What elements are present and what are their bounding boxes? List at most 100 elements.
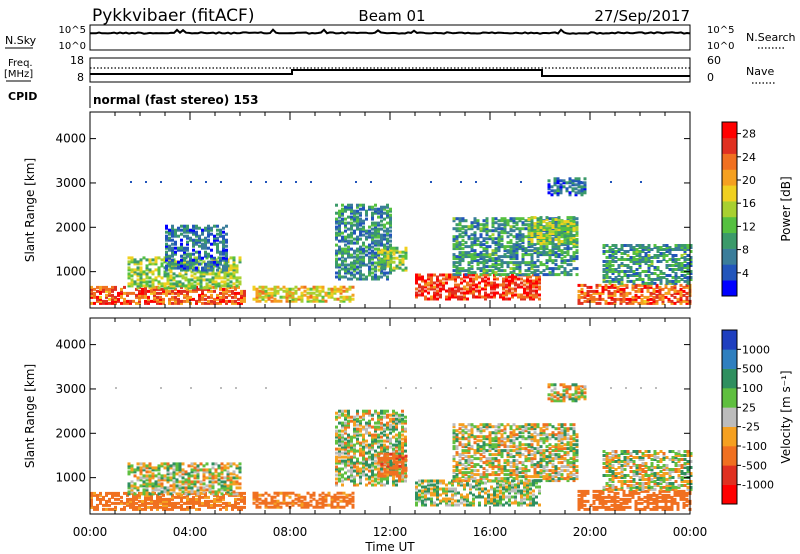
echo-cell xyxy=(455,229,459,233)
echo-cell xyxy=(619,283,623,287)
echo-cell xyxy=(96,285,99,289)
echo-cell xyxy=(386,475,389,479)
echo-cell xyxy=(629,248,633,251)
echo-cell xyxy=(463,279,466,283)
echo-cell xyxy=(335,447,338,451)
echo-cell xyxy=(130,484,134,488)
echo-cell xyxy=(145,258,149,262)
echo-cell xyxy=(673,289,677,293)
echo-cell xyxy=(686,278,690,281)
echo-cell xyxy=(220,470,224,474)
echo-cell xyxy=(515,227,519,231)
echo-cell xyxy=(165,291,168,295)
echo-cell xyxy=(380,258,384,262)
echo-cell xyxy=(461,225,465,229)
echo-cell xyxy=(620,270,624,273)
echo-cell xyxy=(195,250,198,254)
echo-cell xyxy=(111,299,114,303)
echo-cell xyxy=(232,256,236,260)
echo-cell xyxy=(348,299,352,303)
echo-cell xyxy=(201,301,204,305)
echo-cell xyxy=(154,256,158,260)
echo-cell xyxy=(395,417,398,421)
echo-cell xyxy=(424,281,427,285)
echo-cell xyxy=(575,223,579,227)
echo-cell xyxy=(151,262,155,266)
echo-cell xyxy=(671,254,675,257)
echo-cell xyxy=(223,476,227,480)
echo-cell xyxy=(634,297,638,301)
echo-cell xyxy=(210,293,213,297)
echo-cell xyxy=(545,259,549,263)
echo-cell xyxy=(235,474,239,478)
echo-cell xyxy=(418,285,421,289)
echo-cell xyxy=(294,291,298,295)
echo-cell xyxy=(356,255,359,259)
echo-cell xyxy=(341,255,344,259)
echo-cell xyxy=(141,507,144,511)
echo-cell xyxy=(608,266,612,269)
echo-cell xyxy=(160,262,164,266)
echo-cell xyxy=(160,284,164,288)
echo-cell xyxy=(680,248,684,251)
echo-cell xyxy=(198,262,201,266)
echo-cell xyxy=(383,250,387,254)
echo-cell xyxy=(452,255,456,259)
echo-cell xyxy=(189,256,192,260)
echo-cell xyxy=(136,282,140,286)
echo-cell xyxy=(482,229,486,233)
echo-cell xyxy=(512,235,516,239)
echo-cell xyxy=(503,221,507,225)
echo-cell xyxy=(389,223,392,227)
echo-cell xyxy=(383,254,387,258)
echo-cell xyxy=(677,268,681,271)
echo-cell xyxy=(503,227,507,231)
echo-cell xyxy=(344,229,347,233)
echo-cell xyxy=(365,245,368,249)
echo-cell xyxy=(617,266,621,269)
echo-cell xyxy=(126,301,129,305)
echo-cell xyxy=(157,484,161,488)
echo-cell xyxy=(523,297,526,301)
echo-cell xyxy=(327,491,331,495)
echo-cell xyxy=(619,297,623,301)
echo-cell xyxy=(613,289,617,293)
echo-cell xyxy=(554,259,558,263)
echo-cell xyxy=(625,293,629,297)
echo-cell xyxy=(344,421,347,425)
echo-cell xyxy=(562,181,566,185)
echo-cell xyxy=(220,480,224,484)
echo-cell xyxy=(389,221,392,225)
echo-cell xyxy=(377,227,380,231)
echo-cell xyxy=(187,490,191,494)
echo-cell xyxy=(646,289,650,293)
echo-cell xyxy=(557,238,561,241)
echo-cell xyxy=(347,443,350,447)
echo-cell xyxy=(401,260,405,264)
echo-cell xyxy=(318,501,322,505)
echo-cell xyxy=(335,271,338,275)
echo-cell xyxy=(130,280,134,284)
echo-cell xyxy=(386,477,389,481)
echo-cell xyxy=(359,419,362,423)
echo-cell xyxy=(674,254,678,257)
echo-cell xyxy=(521,223,525,227)
echo-cell xyxy=(647,260,651,263)
echo-cell xyxy=(514,275,517,279)
echo-cell xyxy=(392,447,395,451)
echo-cell xyxy=(338,221,341,225)
echo-cell xyxy=(575,255,579,259)
echo-cell xyxy=(195,234,198,238)
echo-cell xyxy=(309,503,313,507)
echo-cell xyxy=(204,301,207,305)
echo-cell xyxy=(350,467,353,471)
echo-cell xyxy=(213,262,216,266)
echo-cell xyxy=(204,254,207,258)
echo-cell xyxy=(398,439,401,443)
echo-cell xyxy=(240,289,243,293)
echo-cell xyxy=(479,261,483,265)
echo-cell xyxy=(102,299,105,303)
echo-cell xyxy=(614,246,618,249)
echo-cell xyxy=(686,246,690,249)
echo-cell xyxy=(365,459,368,463)
